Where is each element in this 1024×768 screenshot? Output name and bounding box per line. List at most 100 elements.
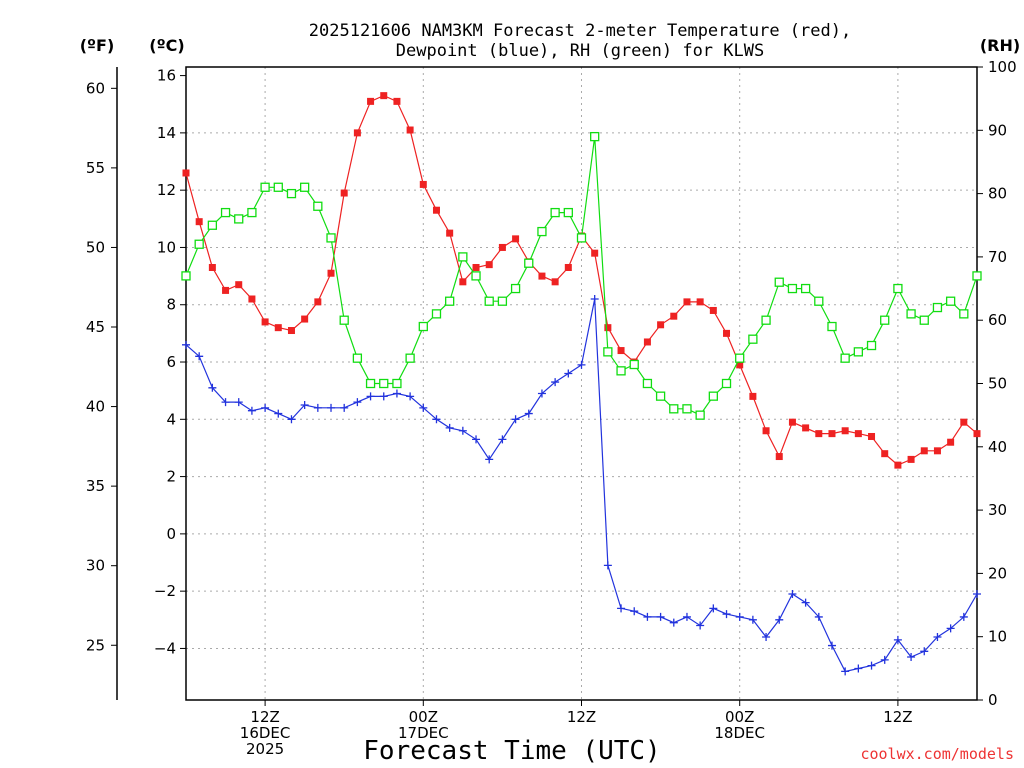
dewpoint-point <box>669 618 678 627</box>
x-tick-label: 16DEC <box>240 724 291 742</box>
rh-point <box>945 296 956 306</box>
plot-frame <box>185 66 978 701</box>
dewpoint-point <box>920 647 929 656</box>
temperature-point <box>670 312 678 320</box>
temperature-point <box>261 318 269 326</box>
dewpoint-point <box>907 653 916 662</box>
rh-point <box>405 353 415 363</box>
temperature-point <box>472 263 480 271</box>
dewpoint-point <box>814 612 823 621</box>
rh-point <box>932 302 943 313</box>
rh-point <box>669 404 679 414</box>
dewpoint-point <box>893 635 902 644</box>
rh-point <box>286 188 297 199</box>
dewpoint-point <box>973 590 981 599</box>
rh-point <box>761 315 771 325</box>
rh-point <box>260 182 270 192</box>
celsius-tick-label: −4 <box>154 639 176 657</box>
temperature-point <box>960 418 968 426</box>
rh-point <box>339 315 349 325</box>
rh-tick-label: 100 <box>988 58 1017 76</box>
fahrenheit-tick-label: 40 <box>86 398 105 416</box>
rh-point <box>234 214 244 224</box>
temperature-point <box>551 278 559 286</box>
rh-point <box>774 277 784 287</box>
rh-point <box>497 296 508 306</box>
rh-point <box>273 182 283 192</box>
celsius-tick-label: 16 <box>157 67 176 85</box>
gridlines <box>186 67 977 700</box>
fahrenheit-tick-label: 30 <box>86 557 105 575</box>
dewpoint-point <box>432 415 441 424</box>
fahrenheit-tick-label: 35 <box>86 477 105 495</box>
temperature-point <box>854 430 862 438</box>
dewpoint-point <box>775 615 784 624</box>
temperature-point <box>881 450 889 458</box>
celsius-tick-label: 0 <box>166 525 176 543</box>
rh-point <box>326 233 336 243</box>
rh-tick-label: 60 <box>988 311 1007 329</box>
dewpoint-point <box>748 615 757 624</box>
rh-point <box>827 321 837 332</box>
rh-point <box>735 353 745 363</box>
dewpoint-point <box>274 409 283 418</box>
x-tick-label: 2025 <box>246 740 284 758</box>
rh-tick-label: 20 <box>988 564 1007 582</box>
rh-point <box>247 207 257 218</box>
celsius-tick-label: 10 <box>157 238 176 256</box>
rh-point <box>893 283 903 294</box>
rh-point <box>814 296 824 306</box>
temperature-point <box>512 235 520 243</box>
temperature-point <box>340 189 348 197</box>
rh-point <box>365 378 376 389</box>
temperature-point <box>802 424 810 432</box>
dewpoint-point <box>221 398 230 407</box>
dewpoint-point <box>854 664 863 673</box>
x-tick-label: 17DEC <box>398 724 449 742</box>
temperature-point <box>274 324 282 332</box>
dewpoint-point <box>603 561 612 570</box>
dewpoint-point <box>841 667 850 676</box>
rh-point <box>220 207 231 218</box>
rh-point <box>721 378 732 389</box>
dewpoint-point <box>682 612 691 621</box>
temperature-point <box>696 298 704 306</box>
fahrenheit-unit-label: (ºF) <box>80 36 115 55</box>
temperature-point <box>788 418 796 426</box>
dewpoint-point <box>537 389 546 398</box>
temperature-point <box>406 126 414 134</box>
temperature-point <box>933 447 941 455</box>
dewpoint-point <box>379 392 388 401</box>
rh-point <box>853 347 863 357</box>
rh-tick-label: 30 <box>988 501 1007 519</box>
chart-title-line-1: 2025121606 NAM3KM Forecast 2-meter Tempe… <box>309 21 851 41</box>
temperature-point <box>235 281 243 289</box>
rh-point <box>181 271 191 281</box>
temperature-point <box>287 327 295 335</box>
dewpoint-point <box>340 403 349 412</box>
temperature-point <box>195 218 203 226</box>
dewpoint-point <box>300 400 309 409</box>
rh-point <box>642 378 653 389</box>
rh-tick-label: 70 <box>988 248 1007 266</box>
celsius-tick-label: 12 <box>157 181 176 199</box>
rh-point <box>972 271 982 281</box>
rh-point <box>590 131 600 142</box>
fahrenheit-tick-label: 60 <box>86 79 105 97</box>
rh-point <box>576 233 587 243</box>
dewpoint-point <box>182 340 190 349</box>
fahrenheit-tick-label: 45 <box>86 318 105 336</box>
dewpoint-point <box>472 435 481 444</box>
temperature-point <box>868 432 876 440</box>
x-tick-label: 18DEC <box>714 724 765 742</box>
rh-unit-label: (RH) <box>980 36 1020 55</box>
x-tick-label: 12Z <box>250 708 279 726</box>
temperature-point <box>947 438 955 446</box>
fahrenheit-tick-label: 50 <box>86 238 105 256</box>
temperature-point <box>920 447 928 455</box>
dewpoint-point <box>643 612 652 621</box>
temperature-point <box>459 278 467 286</box>
dewpoint-point <box>261 403 270 412</box>
temperature-point <box>723 329 731 337</box>
